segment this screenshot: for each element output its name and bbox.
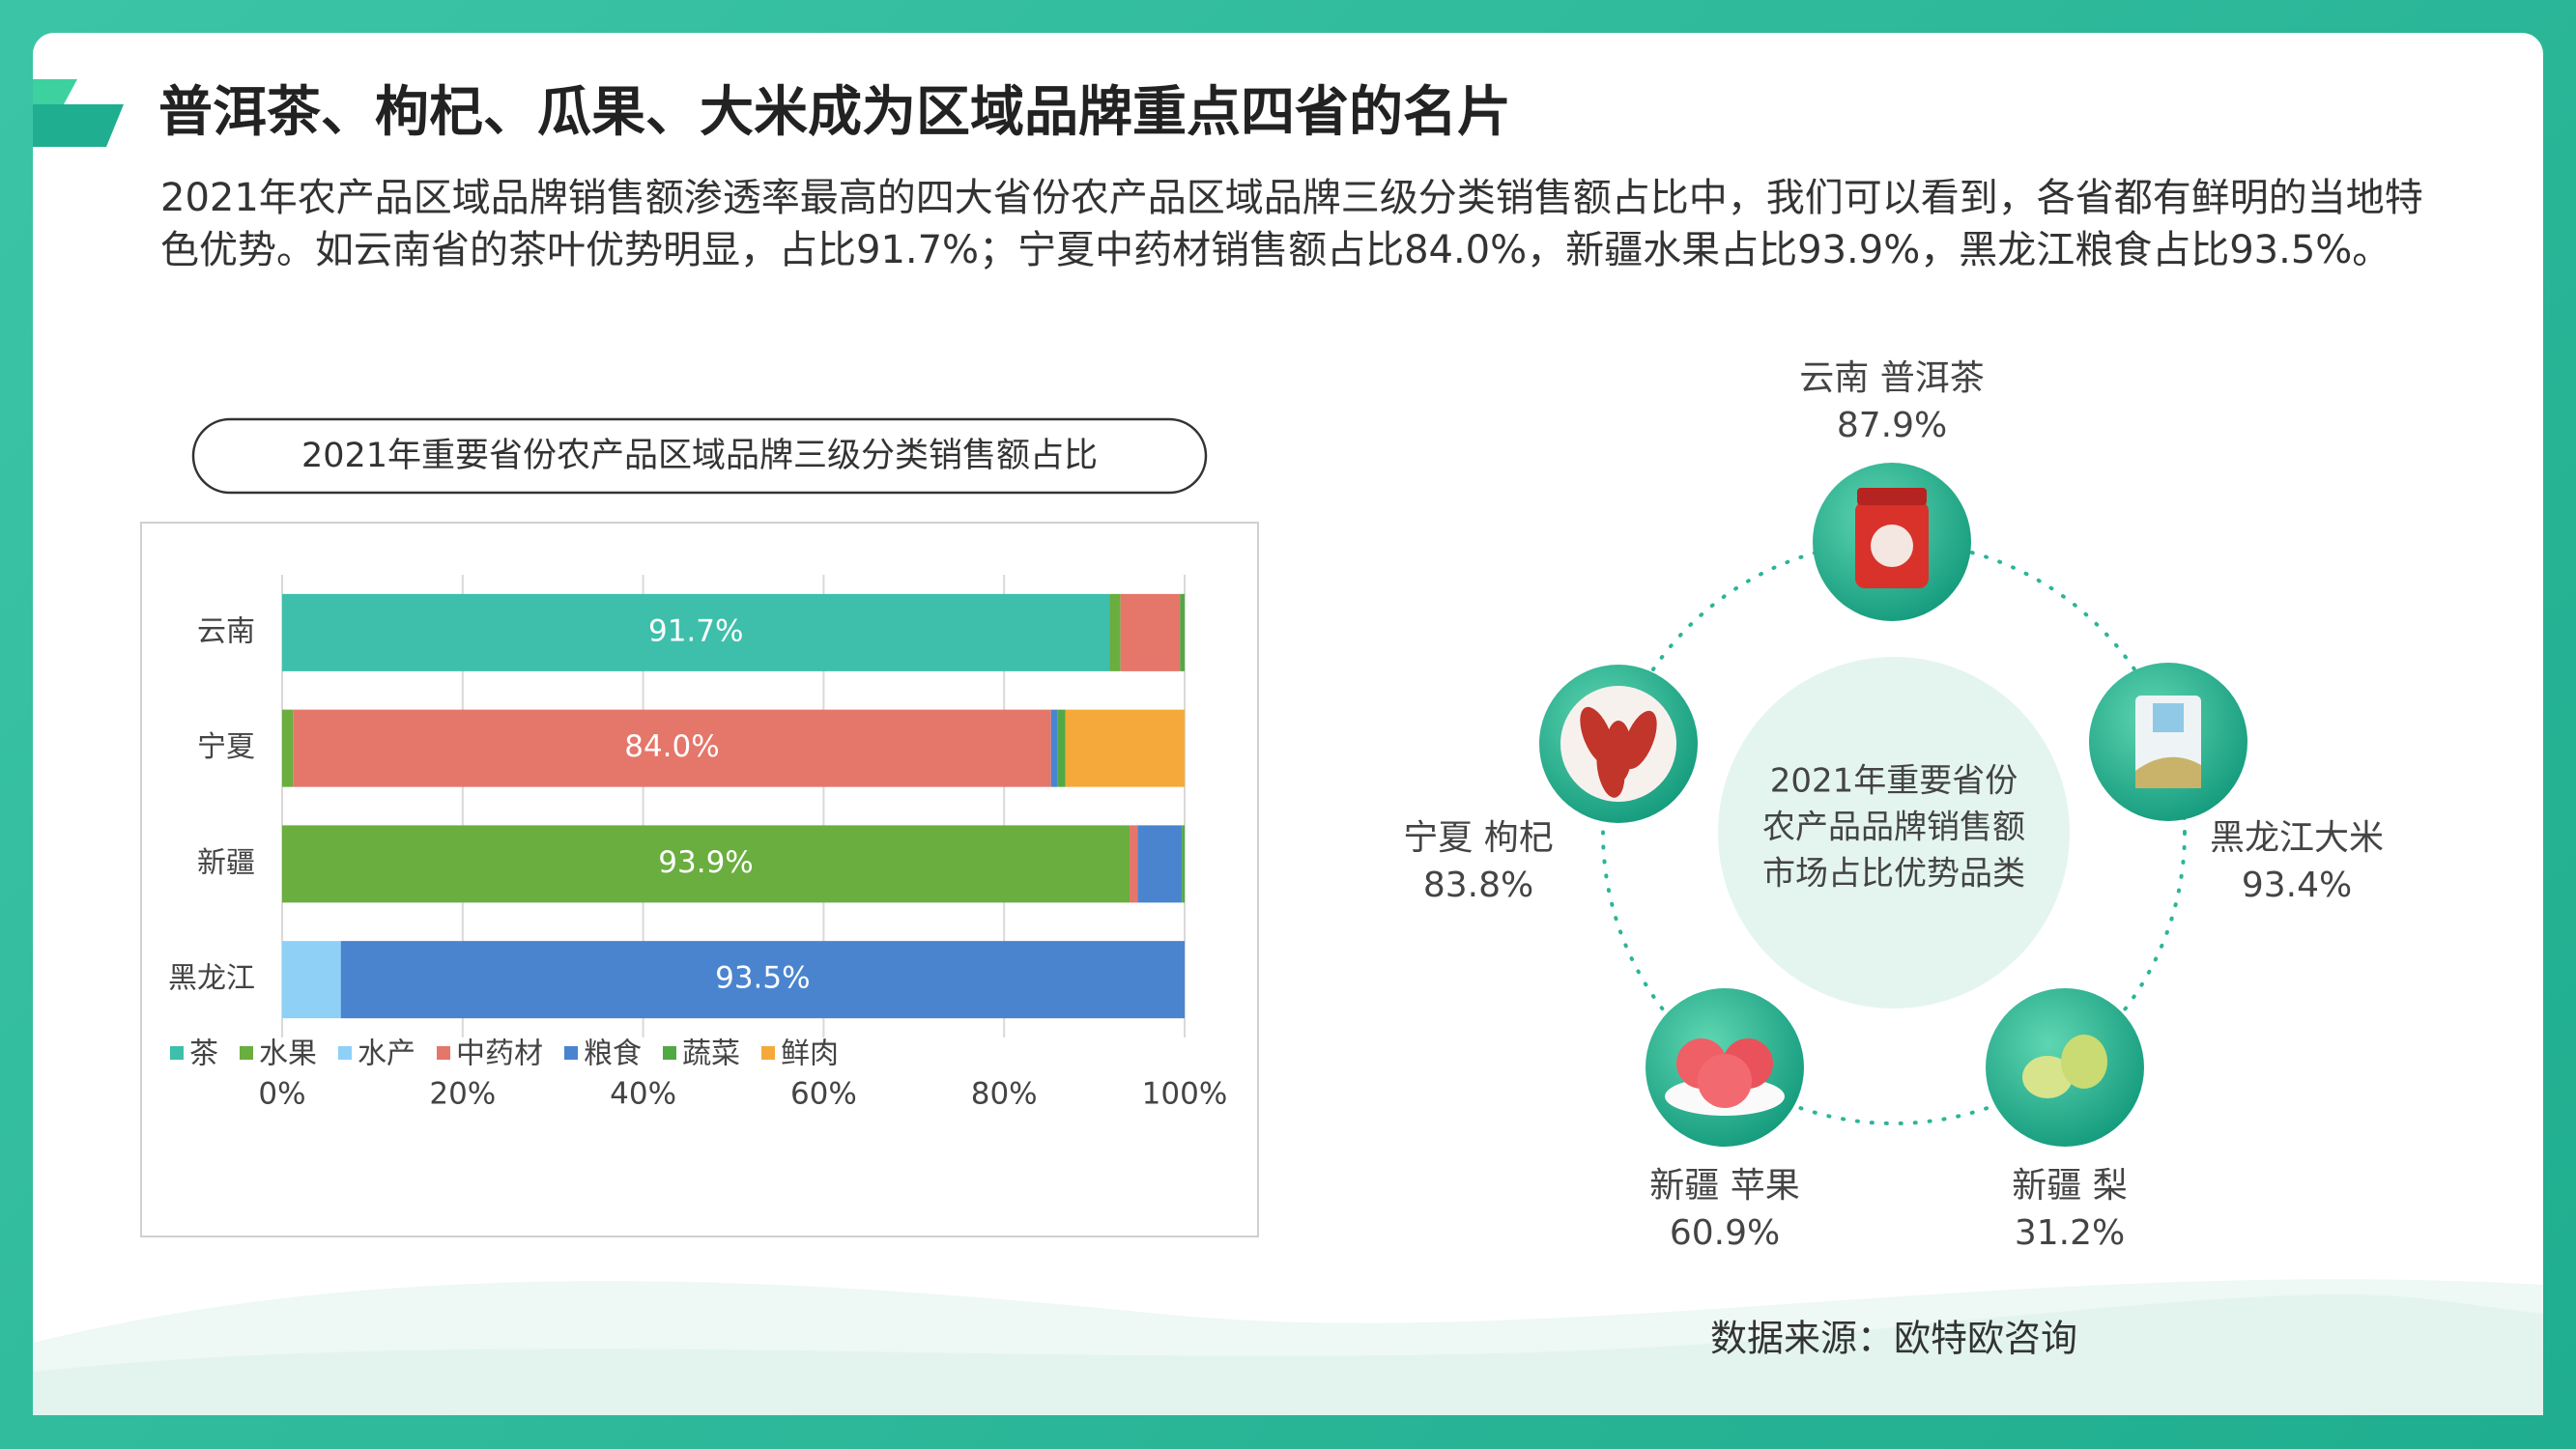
legend-swatch: [564, 1046, 578, 1060]
center-circle: [1718, 657, 2070, 1009]
icon: [1871, 525, 1913, 567]
x-tick-label: 60%: [790, 1077, 857, 1112]
node-share: 93.4%: [2242, 866, 2352, 905]
bar-segment: [293, 709, 1051, 787]
legend-swatch: [437, 1046, 450, 1060]
icon: [1698, 1054, 1752, 1108]
bar-segment: [282, 941, 341, 1019]
center-text: 2021年重要省份: [1770, 762, 2018, 801]
accent: [33, 79, 77, 104]
node-label: 新疆 梨: [2012, 1166, 2127, 1206]
bar-segment: [1109, 593, 1121, 671]
chart-title-box: [191, 417, 1208, 495]
y-tick-label: 黑龙江: [168, 962, 255, 996]
bar-segment: [1137, 825, 1183, 903]
value-label: 91.7%: [648, 613, 743, 648]
chart-title: 2021年重要省份农产品区域品牌三级分类销售额占比: [301, 437, 1098, 475]
legend-swatch: [170, 1046, 184, 1060]
node-share: 60.9%: [1670, 1213, 1780, 1253]
y-tick-label: 新疆: [197, 846, 255, 880]
y-tick-label: 云南: [197, 614, 255, 648]
center-text: 市场占比优势品类: [1762, 855, 2025, 894]
legend-label: 茶: [189, 1037, 218, 1071]
bar-segment: [282, 825, 1131, 903]
icon: [2135, 756, 2201, 788]
node-share: 87.9%: [1837, 406, 1947, 445]
icon: [1596, 736, 1625, 798]
accent: [33, 104, 124, 147]
node-label: 黑龙江大米: [2210, 818, 2384, 858]
bar-segment: [1182, 825, 1185, 903]
x-tick-label: 0%: [258, 1077, 305, 1112]
legend-swatch: [761, 1046, 775, 1060]
node-share: 31.2%: [2015, 1213, 2125, 1253]
x-tick-label: 80%: [971, 1077, 1038, 1112]
x-tick-label: 100%: [1142, 1077, 1228, 1112]
bar-segment: [282, 593, 1110, 671]
x-tick-label: 40%: [610, 1077, 676, 1112]
wave: [33, 1294, 2543, 1415]
legend-label: 鲜肉: [781, 1037, 839, 1071]
title: 普洱茶、枸杞、瓜果、大米成为区域品牌重点四省的名片: [158, 81, 1511, 144]
y-tick-label: 宁夏: [197, 730, 255, 764]
legend-label: 水产: [358, 1037, 415, 1071]
bar-segment: [1130, 825, 1138, 903]
icon: [1857, 488, 1927, 505]
legend-label: 蔬菜: [682, 1037, 740, 1071]
icon: [1622, 710, 1657, 770]
icon: [2061, 1035, 2107, 1089]
node-label: 云南 普洱茶: [1799, 358, 1984, 398]
bar-segment: [282, 709, 294, 787]
source: 数据来源：欧特欧咨询: [1710, 1318, 2077, 1360]
node-icon: [2022, 1035, 2107, 1098]
legend-swatch: [663, 1046, 676, 1060]
orbit: [1601, 540, 2187, 1125]
value-label: 93.5%: [715, 961, 810, 996]
bar-segment: [1050, 709, 1058, 787]
x-tick-label: 20%: [429, 1077, 496, 1112]
bar-segment: [340, 941, 1186, 1019]
node-icon: [1855, 488, 1929, 588]
bar-segment: [1057, 709, 1066, 787]
icon: [2153, 703, 2184, 732]
legend-label: 水果: [259, 1037, 317, 1071]
value-label: 93.9%: [658, 845, 753, 880]
center-text: 农产品品牌销售额: [1762, 809, 2025, 847]
node-icon: [1560, 686, 1676, 802]
bar-segment: [1065, 709, 1185, 787]
legend-swatch: [240, 1046, 253, 1060]
legend-swatch: [338, 1046, 352, 1060]
node-icon: [1665, 1038, 1785, 1116]
node-icon: [2135, 696, 2201, 788]
icon: [2022, 1056, 2073, 1098]
bar-segment: [1120, 593, 1181, 671]
node-label: 宁夏 枸杞: [1403, 818, 1553, 858]
description: 2021年农产品区域品牌销售额渗透率最高的四大省份农产品区域品牌三级分类销售额占…: [160, 176, 2423, 272]
bar-segment: [1180, 593, 1185, 671]
legend-label: 中药材: [456, 1037, 543, 1071]
node-share: 83.8%: [1423, 866, 1533, 905]
legend-label: 粮食: [584, 1037, 642, 1071]
node-label: 新疆 苹果: [1649, 1166, 1799, 1206]
value-label: 84.0%: [624, 729, 719, 764]
